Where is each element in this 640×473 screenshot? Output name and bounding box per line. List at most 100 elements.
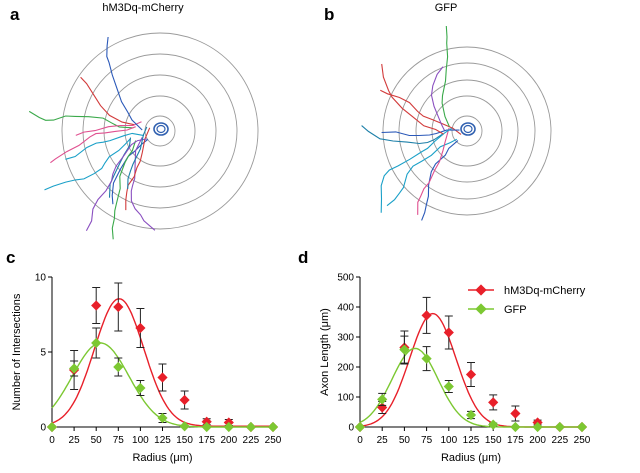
neurite-branch	[381, 63, 444, 135]
data-point-hm3dq	[465, 369, 477, 380]
x-tick-label: 25	[69, 435, 81, 446]
neurite-branch	[380, 127, 452, 213]
data-point-gfp	[510, 421, 521, 433]
soma-inner-icon	[156, 124, 166, 134]
neuron-tracing	[361, 25, 462, 221]
y-tick-label: 200	[337, 363, 354, 374]
sholl-ring	[61, 32, 259, 230]
x-tick-label: 50	[91, 435, 103, 446]
legend-marker-gfp	[475, 303, 487, 315]
data-point-gfp	[377, 394, 388, 405]
data-point-gfp	[488, 419, 499, 430]
chart-intersections: 0 25 50 75 100 125 150 175 200 225 250 0 5 10 Radius (…	[11, 273, 282, 465]
data-point-gfp	[179, 421, 190, 432]
fit-curve-hm3dq	[51, 298, 273, 427]
data-point-gfp	[465, 409, 477, 421]
data-point-gfp	[576, 421, 588, 433]
y-axis-label: Number of Intersections	[11, 293, 23, 410]
x-tick-label: 0	[357, 435, 363, 446]
legend-marker-hm3dq	[475, 284, 487, 296]
legend-label-hm3dq: hM3Dq-mCherry	[504, 285, 586, 297]
x-tick-label: 200	[529, 435, 546, 446]
x-tick-label: 75	[421, 435, 433, 446]
data-point-gfp	[267, 421, 279, 433]
data-point-gfp	[532, 421, 543, 433]
x-tick-label: 75	[113, 435, 125, 446]
data-point-gfp	[245, 421, 256, 433]
x-tick-label: 200	[220, 435, 237, 446]
sholl-ring	[103, 74, 217, 188]
x-tick-label: 250	[574, 435, 591, 446]
x-axis-label: Radius (μm)	[132, 452, 192, 464]
x-tick-label: 150	[485, 435, 502, 446]
data-point-gfp	[554, 421, 565, 433]
data-point-hm3dq	[135, 322, 146, 334]
y-tick-label: 100	[337, 393, 354, 404]
neurite-branch	[430, 66, 446, 132]
neurite-branch	[65, 132, 145, 160]
panel-c-letter: c	[6, 248, 15, 267]
data-point-gfp	[443, 381, 454, 392]
neurite-branch	[111, 138, 149, 205]
data-point-hm3dq	[91, 300, 102, 311]
neurite-branch	[441, 25, 450, 127]
data-point-gfp	[201, 421, 212, 433]
y-tick-label: 0	[348, 423, 354, 434]
y-tick-label: 300	[337, 333, 354, 344]
sholl-ring	[82, 53, 238, 209]
data-point-gfp	[223, 421, 234, 433]
data-point-gfp	[421, 353, 432, 364]
x-tick-label: 100	[132, 435, 149, 446]
panel-d-letter: d	[298, 248, 308, 267]
data-point-hm3dq	[157, 372, 168, 383]
x-tick-label: 250	[265, 435, 282, 446]
sholl-ring	[451, 115, 483, 147]
fit-curve-gfp	[359, 347, 582, 428]
soma-icon	[460, 122, 476, 136]
neurite-branch	[361, 125, 443, 145]
data-point-hm3dq	[421, 310, 432, 321]
data-point-gfp	[113, 361, 124, 373]
neurite-branch	[85, 138, 147, 231]
data-point-gfp	[135, 382, 146, 394]
y-tick-label: 400	[337, 303, 354, 314]
legend-label-gfp: GFP	[504, 304, 527, 316]
neurite-branch	[44, 138, 131, 191]
legend: hM3Dq-mCherry GFP	[468, 284, 586, 316]
chart-axon-length: 0 25 50 75 100 125 150 175 200 225 250 0 100 200 300 40…	[319, 273, 591, 465]
neurite-branch	[111, 140, 137, 240]
x-tick-label: 50	[399, 435, 411, 446]
sholl-image-gfp	[361, 25, 552, 221]
data-point-hm3dq	[443, 327, 454, 338]
panel-b-title: GFP	[435, 2, 458, 14]
neurite-branch	[421, 140, 459, 221]
y-tick-label: 5	[40, 348, 46, 359]
data-point-hm3dq	[510, 408, 521, 419]
x-tick-label: 175	[507, 435, 524, 446]
neurite-branch	[381, 129, 460, 137]
sholl-ring	[398, 62, 536, 200]
neuron-tracing	[28, 36, 156, 240]
neurite-branch	[50, 126, 136, 164]
x-tick-label: 100	[440, 435, 457, 446]
neurite-branch	[125, 127, 151, 211]
y-tick-label: 0	[40, 423, 46, 434]
x-tick-label: 225	[551, 435, 568, 446]
sholl-image-hm3dq	[28, 32, 259, 240]
x-tick-label: 150	[176, 435, 193, 446]
y-axis-label: Axon Length (μm)	[319, 308, 331, 396]
neurite-branch	[380, 89, 462, 135]
data-point-gfp	[69, 363, 80, 374]
x-axis-label: Radius (μm)	[441, 452, 501, 464]
x-tick-label: 175	[198, 435, 215, 446]
data-point-hm3dq	[113, 301, 124, 313]
neurite-branch	[75, 121, 142, 136]
data-point-gfp	[46, 421, 58, 433]
sholl-ring	[431, 95, 503, 167]
sholl-ring	[382, 46, 552, 216]
x-tick-label: 225	[243, 435, 260, 446]
data-point-gfp	[157, 412, 168, 424]
data-point-hm3dq	[179, 394, 190, 406]
sholl-ring	[415, 79, 519, 183]
data-point-gfp	[354, 421, 366, 433]
